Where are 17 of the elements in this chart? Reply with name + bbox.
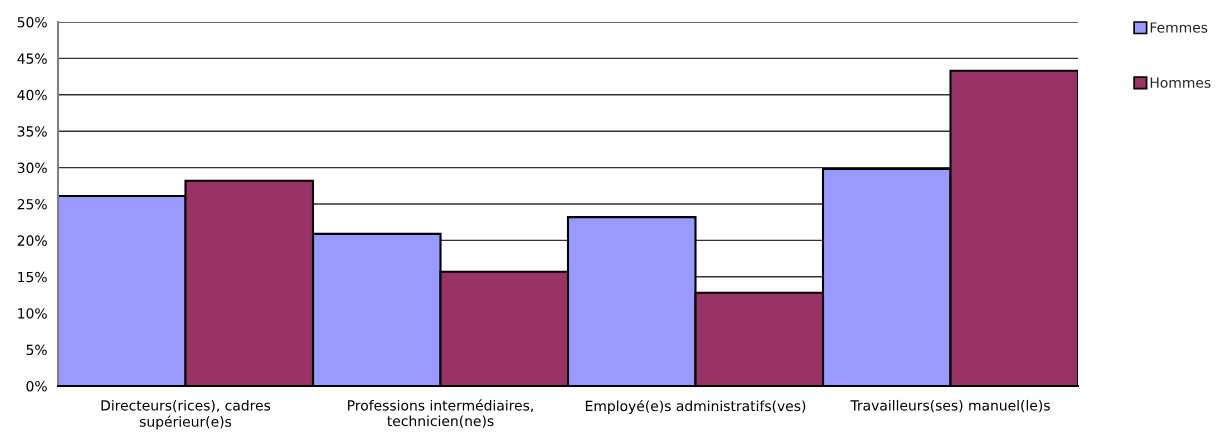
y-tick-label: 40% [17, 89, 47, 101]
y-tick-label: 35% [17, 126, 47, 137]
legend-label: Femmes [1150, 22, 1208, 33]
y-tick-label: 0% [26, 380, 47, 392]
x-tick-label: Professions intermédiaires, technicien(ne)s [348, 399, 533, 428]
y-tick-label: 20% [17, 235, 47, 246]
x-tick-label: Employé(e)s administratifs(ves) [585, 399, 806, 414]
y-tick-label: 10% [18, 308, 47, 319]
y-tick-label: 45% [17, 53, 47, 64]
x-tick-label: Directeurs(rices), cadres supérieur(e)s [101, 399, 271, 430]
y-tick-label: 15% [18, 271, 47, 283]
x-tick-label: Travailleurs(ses) manuel(le)s [850, 399, 1050, 413]
y-tick-label: 30% [17, 162, 47, 174]
y-tick-label: 25% [17, 198, 47, 210]
y-tick-label: 5% [26, 344, 47, 356]
y-tick-label: 50% [17, 16, 47, 28]
legend-label: Hommes [1150, 77, 1211, 88]
